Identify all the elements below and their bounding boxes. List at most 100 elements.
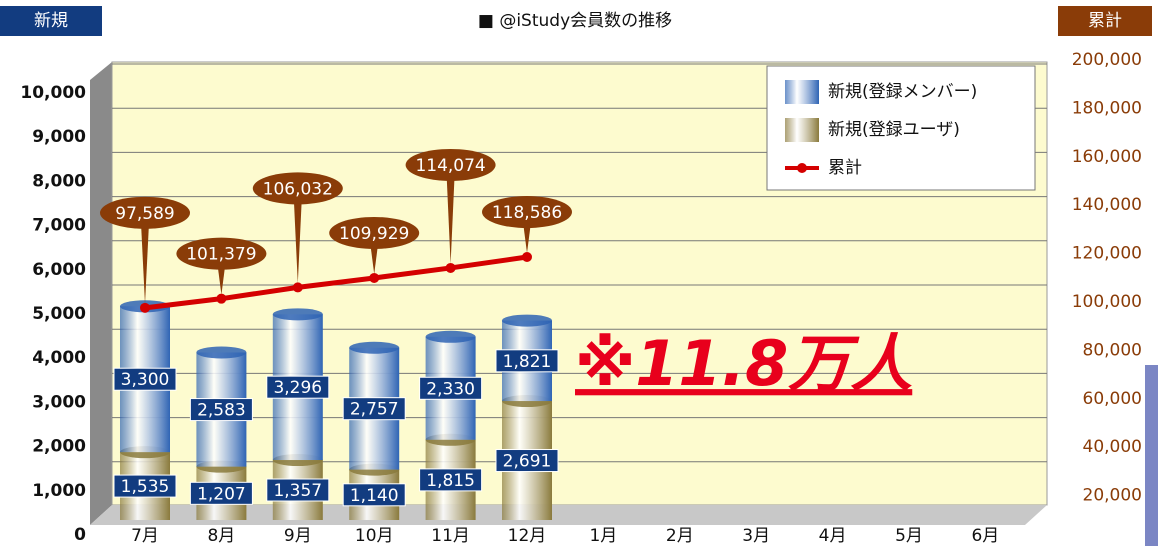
x-tick-label: 9月 xyxy=(284,526,312,546)
line-point xyxy=(445,262,456,273)
x-tick-label: 5月 xyxy=(895,526,923,546)
legend-label: 累計 xyxy=(828,158,862,178)
y-label-box xyxy=(0,6,102,36)
value-label-box xyxy=(495,449,559,473)
edge-decoration xyxy=(1145,365,1158,546)
x-tick-label: 12月 xyxy=(508,526,547,546)
callout-pointer xyxy=(446,174,455,264)
y2-tick-label: 20,000 xyxy=(1083,486,1142,506)
y-tick-label: 3,000 xyxy=(32,392,86,412)
value-label: 1,207 xyxy=(197,484,246,504)
y-tick-label: 2,000 xyxy=(32,437,86,457)
y2-tick-label: 40,000 xyxy=(1083,437,1142,457)
x-tick-label: 7月 xyxy=(131,526,159,546)
y-tick-label: 1,000 xyxy=(32,481,86,501)
line xyxy=(144,254,528,311)
value-label-box xyxy=(419,376,483,400)
bar-cap xyxy=(425,330,476,343)
callout-pointer xyxy=(523,222,531,254)
y2-tick-label: 100,000 xyxy=(1072,292,1142,312)
y2-tick-label: 160,000 xyxy=(1072,147,1142,167)
line-point xyxy=(292,282,303,293)
value-label-box xyxy=(342,397,406,421)
callout xyxy=(252,172,343,205)
legend-label: 新規(登録ユーザ) xyxy=(828,120,960,140)
value-label-box xyxy=(189,481,253,505)
value-label: 114,074 xyxy=(415,156,485,176)
x-tick-label: 10月 xyxy=(355,526,394,546)
value-label: 2,757 xyxy=(350,400,399,420)
value-label-box xyxy=(342,483,406,507)
x-tick-label: 8月 xyxy=(207,526,235,546)
callout xyxy=(482,196,572,229)
y-tick-label: 4,000 xyxy=(32,348,86,368)
line-point xyxy=(140,302,150,313)
x-tick-label: 2月 xyxy=(666,526,694,546)
line-point xyxy=(522,252,532,263)
value-label: 1,815 xyxy=(426,471,475,491)
value-label: 101,379 xyxy=(186,245,256,265)
value-label: 2,330 xyxy=(426,379,475,399)
value-label-box xyxy=(419,468,483,492)
x-tick-label: 4月 xyxy=(819,526,847,546)
side-wall xyxy=(90,62,112,525)
callout-pointer xyxy=(217,263,226,295)
value-label: 118,586 xyxy=(492,203,562,223)
value-label-box xyxy=(266,478,330,502)
callout xyxy=(100,196,190,229)
y2-label: 累計 xyxy=(1088,11,1122,31)
value-label-box xyxy=(113,474,177,498)
y2-tick-label: 180,000 xyxy=(1072,98,1142,118)
x-tick-label: 3月 xyxy=(742,526,770,546)
legend-label: 新規(登録メンバー) xyxy=(828,82,977,102)
bar-cap xyxy=(196,346,247,359)
value-label: 106,032 xyxy=(263,179,333,199)
chart-title: ■ @iStudy会員数の推移 xyxy=(478,11,672,31)
value-label-box xyxy=(266,375,330,399)
floor xyxy=(90,505,1047,525)
value-label: 3,296 xyxy=(273,378,322,398)
y-tick-label: 0 xyxy=(74,525,86,545)
value-label: 1,140 xyxy=(350,486,399,506)
y2-label-box xyxy=(1058,6,1152,36)
legend-swatch xyxy=(785,80,819,104)
value-label-box xyxy=(189,398,253,422)
y2-tick-label: 80,000 xyxy=(1083,340,1142,360)
line-point xyxy=(369,272,380,283)
bar-cap xyxy=(272,308,323,321)
x-tick-label: 1月 xyxy=(589,526,617,546)
line-point xyxy=(216,293,227,304)
value-label: 109,929 xyxy=(339,224,409,244)
bar-cap xyxy=(349,341,400,354)
bar-cap xyxy=(502,314,552,327)
y-label: 新規 xyxy=(34,11,68,31)
value-label: 1,357 xyxy=(273,481,322,501)
y2-tick-label: 200,000 xyxy=(1072,50,1142,70)
callout-pointer xyxy=(141,222,149,304)
value-label: 1,535 xyxy=(121,477,170,497)
value-label: 3,300 xyxy=(121,370,170,390)
callout xyxy=(405,148,496,181)
y-tick-label: 7,000 xyxy=(32,216,86,236)
legend-swatch xyxy=(797,163,807,173)
callout xyxy=(176,237,267,270)
callout-pointer xyxy=(370,242,379,274)
value-label: 2,691 xyxy=(503,452,552,472)
y-tick-label: 8,000 xyxy=(32,171,86,191)
value-label: 2,583 xyxy=(197,401,246,421)
value-label: 1,821 xyxy=(503,352,552,372)
y-tick-label: 9,000 xyxy=(32,127,86,147)
callout xyxy=(329,216,420,249)
value-label: 97,589 xyxy=(115,204,174,224)
legend-swatch xyxy=(785,118,819,142)
y-tick-label: 10,000 xyxy=(20,83,86,103)
value-label-box xyxy=(495,349,559,373)
value-label-box xyxy=(113,367,177,391)
y2-tick-label: 140,000 xyxy=(1072,195,1142,215)
annotation: ※11.8万人 xyxy=(575,327,912,400)
y2-tick-label: 120,000 xyxy=(1072,244,1142,264)
y-tick-label: 6,000 xyxy=(32,260,86,280)
callout-pointer xyxy=(293,198,302,284)
y-tick-label: 5,000 xyxy=(32,304,86,324)
